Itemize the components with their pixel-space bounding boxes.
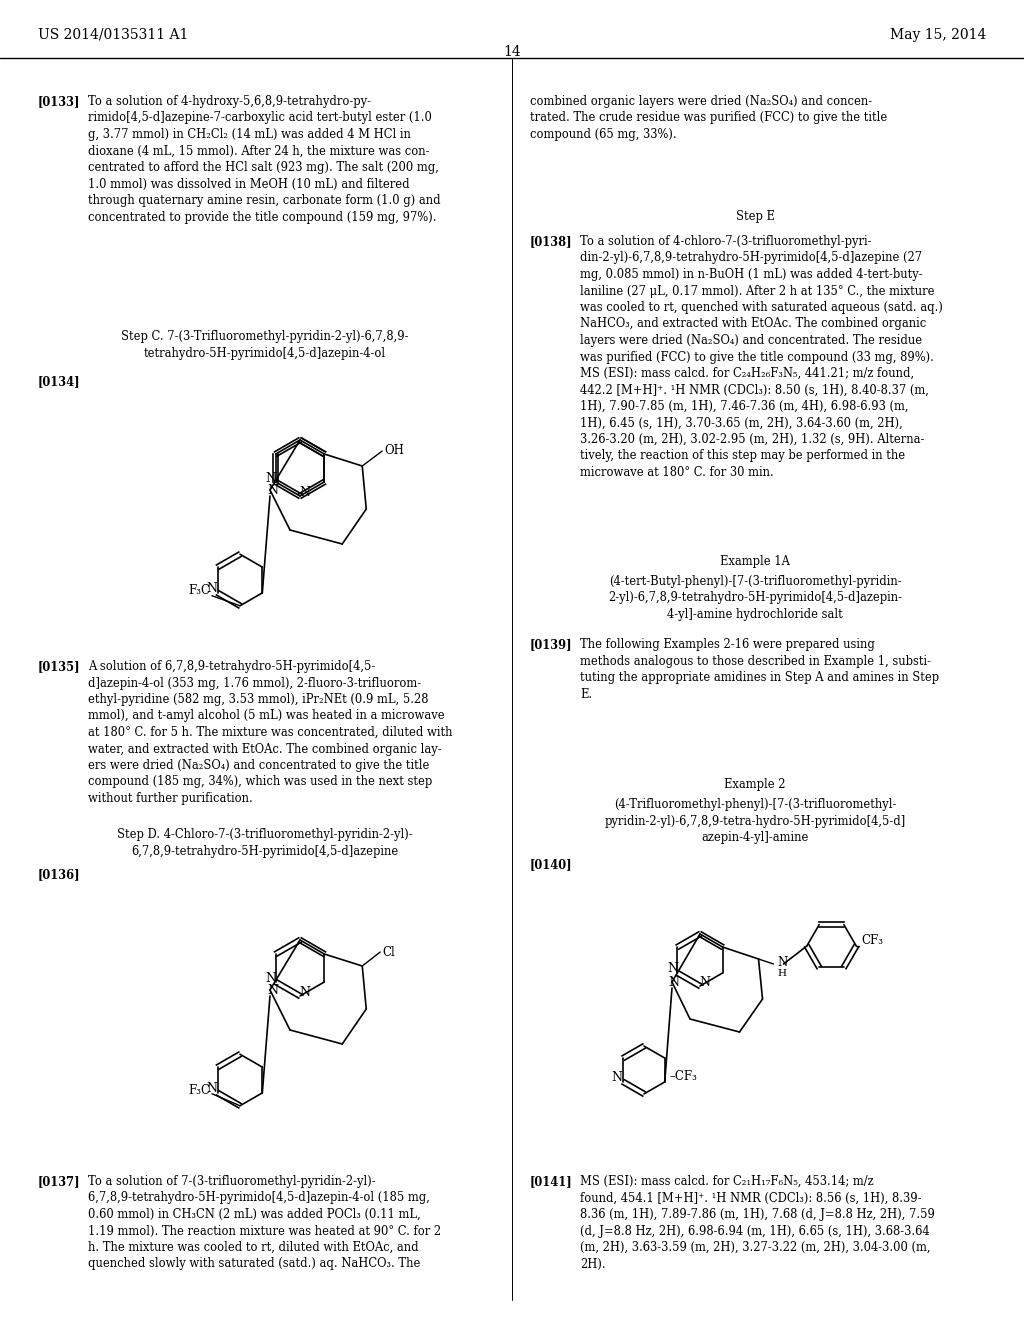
- Text: [0134]: [0134]: [38, 375, 81, 388]
- Text: 14: 14: [503, 45, 521, 59]
- Text: [0133]: [0133]: [38, 95, 81, 108]
- Text: N: N: [206, 1082, 217, 1096]
- Text: N: N: [299, 486, 310, 499]
- Text: (4-tert-Butyl-phenyl)-[7-(3-trifluoromethyl-pyridin-
2-yl)-6,7,8,9-tetrahydro-5H: (4-tert-Butyl-phenyl)-[7-(3-trifluoromet…: [608, 576, 902, 620]
- Text: Example 2: Example 2: [724, 777, 785, 791]
- Text: combined organic layers were dried (Na₂SO₄) and concen-
trated. The crude residu: combined organic layers were dried (Na₂S…: [530, 95, 887, 141]
- Text: –CF₃: –CF₃: [670, 1071, 697, 1084]
- Text: A solution of 6,7,8,9-tetrahydro-5H-pyrimido[4,5-
d]azepin-4-ol (353 mg, 1.76 mm: A solution of 6,7,8,9-tetrahydro-5H-pyri…: [88, 660, 453, 805]
- Text: To a solution of 7-(3-trifluoromethyl-pyridin-2-yl)-
6,7,8,9-tetrahydro-5H-pyrim: To a solution of 7-(3-trifluoromethyl-py…: [88, 1175, 441, 1270]
- Text: N: N: [777, 956, 787, 969]
- Text: Step C. 7-(3-Trifluoromethyl-pyridin-2-yl)-6,7,8,9-
tetrahydro-5H-pyrimido[4,5-d: Step C. 7-(3-Trifluoromethyl-pyridin-2-y…: [121, 330, 409, 359]
- Text: N: N: [267, 483, 279, 496]
- Text: F₃C: F₃C: [188, 1084, 210, 1097]
- Text: N: N: [299, 986, 310, 998]
- Text: [0136]: [0136]: [38, 869, 81, 880]
- Text: N: N: [265, 471, 276, 484]
- Text: N: N: [699, 975, 711, 989]
- Text: [0139]: [0139]: [530, 638, 572, 651]
- Text: Example 1A: Example 1A: [720, 554, 790, 568]
- Text: [0141]: [0141]: [530, 1175, 572, 1188]
- Text: MS (ESI): mass calcd. for C₂₁H₁₇F₆N₅, 453.14; m/z
found, 454.1 [M+H]⁺. ¹H NMR (C: MS (ESI): mass calcd. for C₂₁H₁₇F₆N₅, 45…: [580, 1175, 935, 1270]
- Text: [0137]: [0137]: [38, 1175, 81, 1188]
- Text: Step D. 4-Chloro-7-(3-trifluoromethyl-pyridin-2-yl)-
6,7,8,9-tetrahydro-5H-pyrim: Step D. 4-Chloro-7-(3-trifluoromethyl-py…: [117, 828, 413, 858]
- Text: CF₃: CF₃: [861, 935, 884, 948]
- Text: N: N: [265, 972, 276, 985]
- Text: Cl: Cl: [382, 945, 395, 958]
- Text: Step E: Step E: [735, 210, 774, 223]
- Text: H: H: [777, 969, 786, 978]
- Text: N: N: [667, 962, 678, 975]
- Text: [0135]: [0135]: [38, 660, 81, 673]
- Text: US 2014/0135311 A1: US 2014/0135311 A1: [38, 28, 188, 42]
- Text: N: N: [611, 1072, 623, 1085]
- Text: May 15, 2014: May 15, 2014: [890, 28, 986, 42]
- Text: F₃C: F₃C: [188, 585, 210, 597]
- Text: The following Examples 2-16 were prepared using
methods analogous to those descr: The following Examples 2-16 were prepare…: [580, 638, 939, 701]
- Text: To a solution of 4-hydroxy-5,6,8,9-tetrahydro-py-
rimido[4,5-d]azepine-7-carboxy: To a solution of 4-hydroxy-5,6,8,9-tetra…: [88, 95, 440, 223]
- Text: (4-Trifluoromethyl-phenyl)-[7-(3-trifluoromethyl-
pyridin-2-yl)-6,7,8,9-tetra-hy: (4-Trifluoromethyl-phenyl)-[7-(3-trifluo…: [604, 799, 905, 843]
- Text: To a solution of 4-chloro-7-(3-trifluoromethyl-pyri-
din-2-yl)-6,7,8,9-tetrahydr: To a solution of 4-chloro-7-(3-trifluoro…: [580, 235, 943, 479]
- Text: N: N: [669, 975, 680, 989]
- Text: N: N: [267, 983, 279, 997]
- Text: OH: OH: [384, 445, 404, 458]
- Text: [0138]: [0138]: [530, 235, 572, 248]
- Text: N: N: [206, 582, 217, 595]
- Text: [0140]: [0140]: [530, 858, 572, 871]
